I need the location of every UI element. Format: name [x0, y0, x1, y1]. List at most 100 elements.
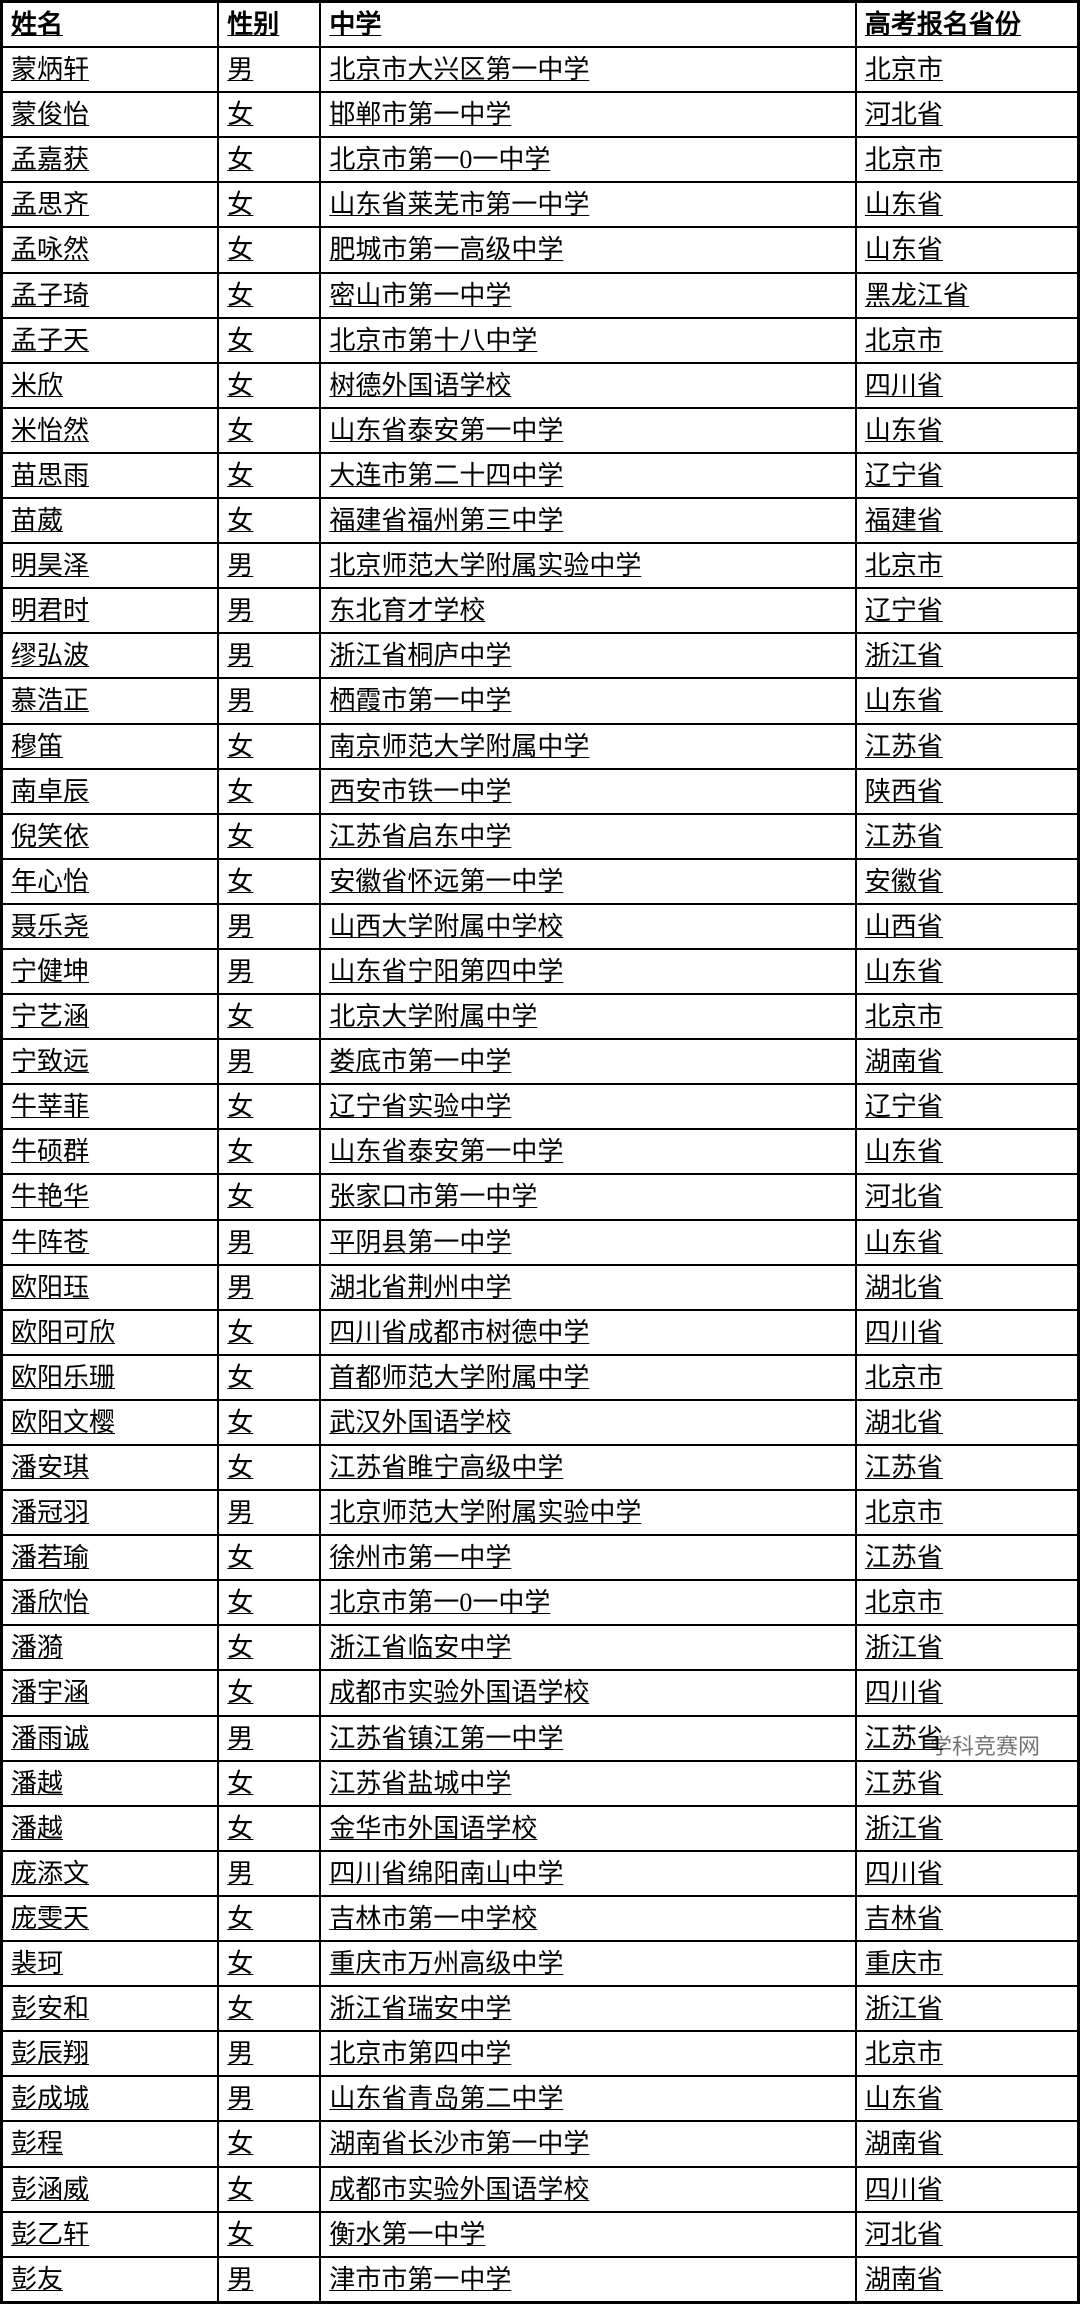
cell-school: 张家口市第一中学: [320, 1174, 856, 1219]
cell-province: 江苏省: [856, 1716, 1079, 1761]
cell-province: 陕西省: [856, 769, 1079, 814]
cell-school: 辽宁省实验中学: [320, 1084, 856, 1129]
cell-school: 西安市铁一中学: [320, 769, 856, 814]
table-header-row: 姓名 性别 中学 高考报名省份: [2, 2, 1079, 48]
cell-province: 重庆市: [856, 1941, 1079, 1986]
table-row: 潘越女江苏省盐城中学江苏省: [2, 1761, 1079, 1806]
cell-gender: 男: [218, 678, 320, 723]
cell-gender: 男: [218, 949, 320, 994]
cell-province: 江苏省: [856, 724, 1079, 769]
cell-gender: 男: [218, 1716, 320, 1761]
cell-school: 武汉外国语学校: [320, 1400, 856, 1445]
cell-name: 彭乙轩: [2, 2212, 219, 2257]
table-row: 庞添文男四川省绵阳南山中学四川省: [2, 1851, 1079, 1896]
cell-gender: 女: [218, 1129, 320, 1174]
cell-name: 倪笑依: [2, 814, 219, 859]
cell-province: 浙江省: [856, 633, 1079, 678]
cell-name: 彭友: [2, 2257, 219, 2303]
cell-name: 明君时: [2, 588, 219, 633]
table-row: 牛莘菲女辽宁省实验中学辽宁省: [2, 1084, 1079, 1129]
cell-gender: 男: [218, 1220, 320, 1265]
table-row: 孟子琦女密山市第一中学黑龙江省: [2, 273, 1079, 318]
table-row: 欧阳珏男湖北省荆州中学湖北省: [2, 1265, 1079, 1310]
table-row: 彭乙轩女衡水第一中学河北省: [2, 2212, 1079, 2257]
cell-school: 山西大学附属中学校: [320, 904, 856, 949]
cell-name: 孟子琦: [2, 273, 219, 318]
table-row: 米怡然女山东省泰安第一中学山东省: [2, 408, 1079, 453]
cell-name: 蒙炳轩: [2, 47, 219, 92]
cell-province: 河北省: [856, 2212, 1079, 2257]
student-table: 姓名 性别 中学 高考报名省份 蒙炳轩男北京市大兴区第一中学北京市蒙俊怡女邯郸市…: [0, 0, 1080, 2304]
cell-name: 孟思齐: [2, 182, 219, 227]
cell-gender: 男: [218, 633, 320, 678]
cell-name: 潘欣怡: [2, 1580, 219, 1625]
cell-name: 宁艺涵: [2, 994, 219, 1039]
cell-school: 重庆市万州高级中学: [320, 1941, 856, 1986]
cell-name: 彭程: [2, 2121, 219, 2166]
cell-school: 江苏省睢宁高级中学: [320, 1445, 856, 1490]
cell-gender: 女: [218, 1625, 320, 1670]
table-row: 牛艳华女张家口市第一中学河北省: [2, 1174, 1079, 1219]
table-row: 潘安琪女江苏省睢宁高级中学江苏省: [2, 1445, 1079, 1490]
cell-province: 北京市: [856, 543, 1079, 588]
cell-school: 浙江省瑞安中学: [320, 1986, 856, 2031]
cell-school: 南京师范大学附属中学: [320, 724, 856, 769]
cell-school: 东北育才学校: [320, 588, 856, 633]
cell-name: 潘冠羽: [2, 1490, 219, 1535]
cell-province: 四川省: [856, 2167, 1079, 2212]
table-row: 苗思雨女大连市第二十四中学辽宁省: [2, 453, 1079, 498]
cell-name: 牛艳华: [2, 1174, 219, 1219]
table-row: 蒙俊怡女邯郸市第一中学河北省: [2, 92, 1079, 137]
cell-gender: 男: [218, 588, 320, 633]
cell-gender: 女: [218, 2212, 320, 2257]
cell-school: 成都市实验外国语学校: [320, 1670, 856, 1715]
cell-name: 庞雯天: [2, 1896, 219, 1941]
cell-school: 山东省青岛第二中学: [320, 2076, 856, 2121]
header-gender: 性别: [218, 2, 320, 48]
cell-school: 安徽省怀远第一中学: [320, 859, 856, 904]
cell-gender: 女: [218, 859, 320, 904]
table-row: 彭安和女浙江省瑞安中学浙江省: [2, 1986, 1079, 2031]
cell-school: 成都市实验外国语学校: [320, 2167, 856, 2212]
cell-name: 彭辰翔: [2, 2031, 219, 2076]
cell-province: 湖北省: [856, 1400, 1079, 1445]
cell-province: 黑龙江省: [856, 273, 1079, 318]
cell-province: 江苏省: [856, 814, 1079, 859]
header-name: 姓名: [2, 2, 219, 48]
cell-gender: 男: [218, 1265, 320, 1310]
cell-school: 湖北省荆州中学: [320, 1265, 856, 1310]
cell-gender: 女: [218, 1941, 320, 1986]
cell-school: 北京市第十八中学: [320, 318, 856, 363]
cell-province: 江苏省: [856, 1535, 1079, 1580]
table-row: 明君时男东北育才学校辽宁省: [2, 588, 1079, 633]
cell-province: 辽宁省: [856, 1084, 1079, 1129]
cell-name: 潘越: [2, 1806, 219, 1851]
cell-name: 欧阳乐珊: [2, 1355, 219, 1400]
cell-province: 湖南省: [856, 2121, 1079, 2166]
cell-gender: 女: [218, 769, 320, 814]
cell-province: 江苏省: [856, 1445, 1079, 1490]
cell-province: 北京市: [856, 318, 1079, 363]
cell-name: 穆笛: [2, 724, 219, 769]
table-row: 潘雨诚男江苏省镇江第一中学江苏省: [2, 1716, 1079, 1761]
cell-province: 湖南省: [856, 1039, 1079, 1084]
cell-gender: 女: [218, 724, 320, 769]
table-row: 孟子天女北京市第十八中学北京市: [2, 318, 1079, 363]
table-row: 苗葳女福建省福州第三中学福建省: [2, 498, 1079, 543]
table-row: 牛硕群女山东省泰安第一中学山东省: [2, 1129, 1079, 1174]
table-row: 缪弘波男浙江省桐庐中学浙江省: [2, 633, 1079, 678]
table-row: 南卓辰女西安市铁一中学陕西省: [2, 769, 1079, 814]
table-row: 牛阵苍男平阴县第一中学山东省: [2, 1220, 1079, 1265]
cell-province: 四川省: [856, 1851, 1079, 1896]
cell-gender: 女: [218, 1896, 320, 1941]
cell-gender: 女: [218, 994, 320, 1039]
cell-school: 密山市第一中学: [320, 273, 856, 318]
cell-name: 潘安琪: [2, 1445, 219, 1490]
cell-gender: 女: [218, 498, 320, 543]
cell-gender: 女: [218, 92, 320, 137]
cell-school: 邯郸市第一中学: [320, 92, 856, 137]
cell-name: 宁健坤: [2, 949, 219, 994]
cell-province: 北京市: [856, 137, 1079, 182]
cell-school: 北京市第一0一中学: [320, 1580, 856, 1625]
cell-province: 北京市: [856, 47, 1079, 92]
